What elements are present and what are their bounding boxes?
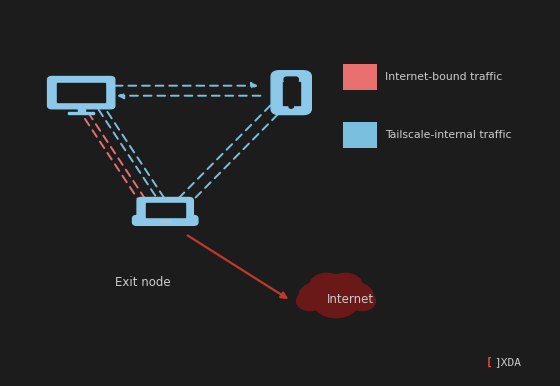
Text: Tailscale-internal traffic: Tailscale-internal traffic (385, 130, 512, 140)
Bar (146, 203, 185, 217)
FancyBboxPatch shape (271, 71, 311, 115)
Text: ]XDA: ]XDA (494, 357, 521, 367)
Text: [: [ (486, 357, 493, 367)
Text: Exit node: Exit node (115, 276, 171, 289)
Circle shape (297, 292, 324, 310)
Bar (78, 105, 85, 113)
Circle shape (312, 275, 360, 308)
Bar (283, 82, 300, 105)
Bar (160, 220, 171, 222)
FancyBboxPatch shape (343, 122, 377, 148)
Circle shape (336, 283, 373, 308)
FancyBboxPatch shape (48, 76, 115, 109)
Circle shape (348, 292, 375, 310)
Circle shape (329, 273, 362, 296)
Text: Internet-bound traffic: Internet-bound traffic (385, 72, 502, 82)
Bar (57, 83, 105, 102)
FancyBboxPatch shape (137, 198, 193, 222)
Circle shape (299, 283, 336, 308)
Text: Internet: Internet (326, 293, 374, 306)
Bar (68, 112, 94, 114)
Circle shape (310, 273, 343, 296)
FancyBboxPatch shape (343, 64, 377, 90)
Circle shape (289, 105, 293, 108)
Circle shape (314, 287, 358, 318)
FancyBboxPatch shape (133, 215, 198, 225)
FancyBboxPatch shape (284, 77, 298, 82)
